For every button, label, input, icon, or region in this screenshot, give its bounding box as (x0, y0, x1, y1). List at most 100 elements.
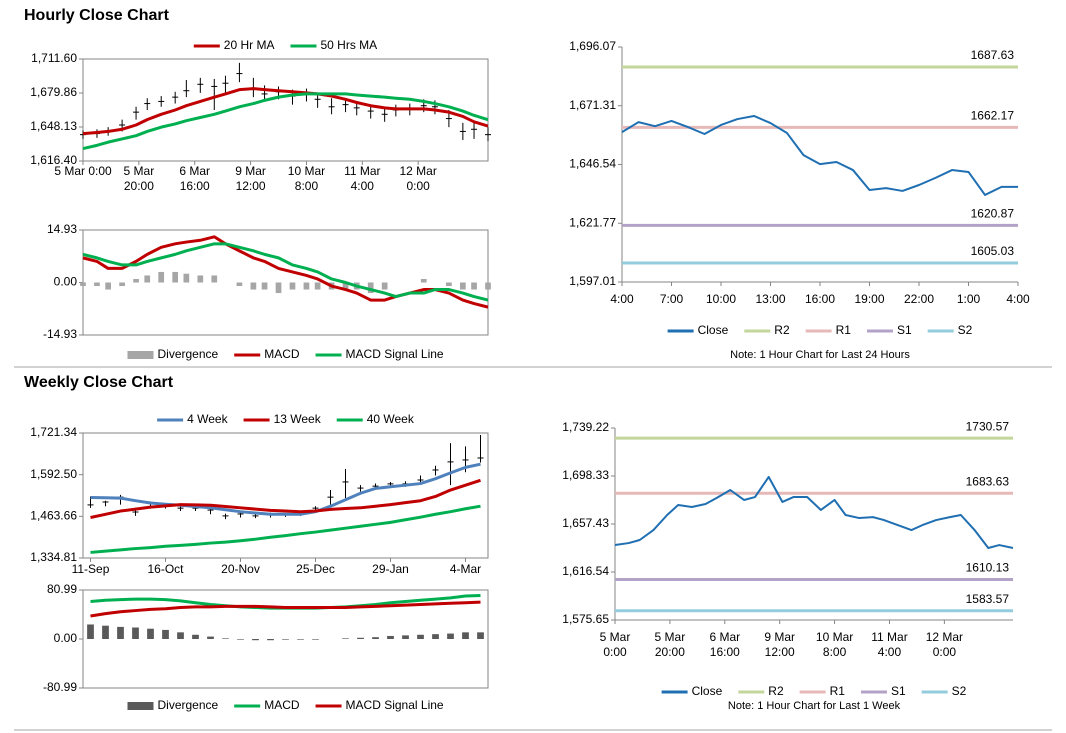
legend-label: R1 (830, 684, 846, 698)
legend-label: R2 (774, 323, 790, 337)
y-tick-label: 1,671.31 (569, 98, 616, 112)
x-tick-label: 12 Mar (926, 630, 963, 644)
legend-label: 40 Week (367, 412, 415, 426)
x-tick-label: 4-Mar (450, 562, 481, 576)
level-label: 1730.57 (966, 419, 1010, 433)
level-label: 1687.63 (971, 48, 1015, 62)
x-tick-label: 10 Mar (816, 630, 853, 644)
level-label: 1683.63 (966, 474, 1010, 488)
series-line (82, 242, 489, 302)
legend-label: R2 (768, 684, 784, 698)
x-tick-label: 12:00 (765, 645, 795, 659)
divergence-bar (402, 635, 409, 639)
divergence-bar (267, 639, 274, 641)
legend-label: Divergence (158, 698, 219, 712)
x-tick-label: 16:00 (710, 645, 740, 659)
series-line (82, 92, 489, 151)
x-tick-label: 16-Oct (147, 562, 184, 576)
divergence-bar (211, 275, 218, 283)
legend-label: S2 (958, 323, 973, 337)
y-tick-label: 1,575.65 (562, 612, 609, 626)
divergence-bar (147, 628, 154, 639)
series-line (90, 462, 481, 516)
x-tick-label: 20-Nov (221, 562, 260, 576)
x-tick-label: 10:00 (706, 292, 736, 306)
y-tick-label: 0.00 (54, 631, 78, 645)
divergence-bar (417, 634, 424, 639)
divergence-bar (119, 282, 125, 287)
y-tick-label: 1,739.22 (562, 420, 609, 434)
divergence-bar (420, 278, 427, 283)
y-tick-label: 1,696.07 (569, 39, 616, 53)
x-tick-label: 0:00 (603, 645, 627, 659)
x-tick-label: 9 Mar (764, 630, 795, 644)
legend: Divergence MACD MACD Signal Line (127, 698, 444, 712)
divergence-bar (357, 637, 364, 639)
divergence-bar (87, 624, 94, 639)
y-tick-label: 1,334.81 (30, 550, 77, 564)
x-tick-label: 20:00 (124, 179, 154, 193)
x-tick-label: 4:00 (1006, 292, 1030, 306)
divergence-bar (471, 282, 477, 290)
x-tick-label: 9 Mar (235, 164, 266, 178)
section-heading: Hourly Close Chart (24, 7, 170, 24)
series-line (82, 87, 489, 136)
x-tick-label: 11-Sep (72, 562, 110, 576)
x-tick-label: 4:00 (878, 645, 902, 659)
legend-swatch (127, 702, 154, 710)
y-tick-label: 1,698.33 (562, 468, 609, 482)
x-tick-label: 22:00 (904, 292, 934, 306)
divergence-bar (105, 282, 111, 290)
x-tick-label: 8:00 (823, 645, 847, 659)
series-line (82, 235, 489, 309)
x-tick-label: 5 Mar (124, 164, 155, 178)
x-tick-label: 16:00 (805, 292, 835, 306)
y-tick-label: 1,463.66 (30, 509, 77, 523)
x-tick-label: 13:00 (755, 292, 785, 306)
legend-label: MACD Signal Line (346, 698, 444, 712)
x-tick-label: 25-Dec (296, 562, 335, 576)
divergence-bar (222, 638, 229, 639)
divergence-bar (312, 639, 319, 640)
legend-label: 50 Hrs MA (320, 38, 377, 52)
legend-label: MACD (264, 347, 300, 361)
section-heading: Weekly Close Chart (24, 374, 174, 391)
divergence-bar (144, 275, 151, 283)
divergence-bar (133, 278, 139, 283)
x-tick-label: 29-Jan (372, 562, 409, 576)
x-tick-label: 11 Mar (344, 164, 380, 178)
legend-label: 20 Hr MA (224, 38, 275, 52)
level-label: 1662.17 (971, 109, 1015, 123)
legend-label: S1 (891, 684, 906, 698)
divergence-bar (282, 639, 289, 640)
series-line (90, 478, 481, 519)
divergence-bar (102, 625, 109, 639)
divergence-bar (261, 282, 268, 290)
legend-label: MACD (264, 698, 300, 712)
divergence-bar (477, 632, 484, 639)
y-tick-label: 1,616.40 (30, 153, 77, 167)
plot-frame (82, 432, 489, 559)
x-tick-label: 0:00 (406, 179, 430, 193)
x-tick-label: 5 Mar (655, 630, 686, 644)
legend-label: S2 (952, 684, 967, 698)
x-tick-label: 16:00 (180, 179, 210, 193)
y-tick-label: 1,621.77 (569, 215, 616, 229)
divergence-bar (432, 634, 439, 639)
series-line (614, 475, 1014, 549)
divergence-bar (172, 271, 179, 283)
y-tick-label: 1,679.86 (30, 85, 77, 99)
divergence-bar (162, 629, 169, 639)
plot-frame (82, 58, 489, 162)
x-tick-label: 1:00 (957, 292, 981, 306)
x-tick-label: 4:00 (610, 292, 634, 306)
legend-label: Divergence (158, 347, 219, 361)
divergence-bar (289, 282, 296, 290)
divergence-bar (252, 639, 259, 641)
x-tick-label: 6 Mar (179, 164, 210, 178)
divergence-bar (236, 282, 243, 287)
x-tick-label: 7:00 (660, 292, 684, 306)
divergence-bar (117, 626, 124, 639)
y-tick-label: 1,592.50 (30, 467, 77, 481)
